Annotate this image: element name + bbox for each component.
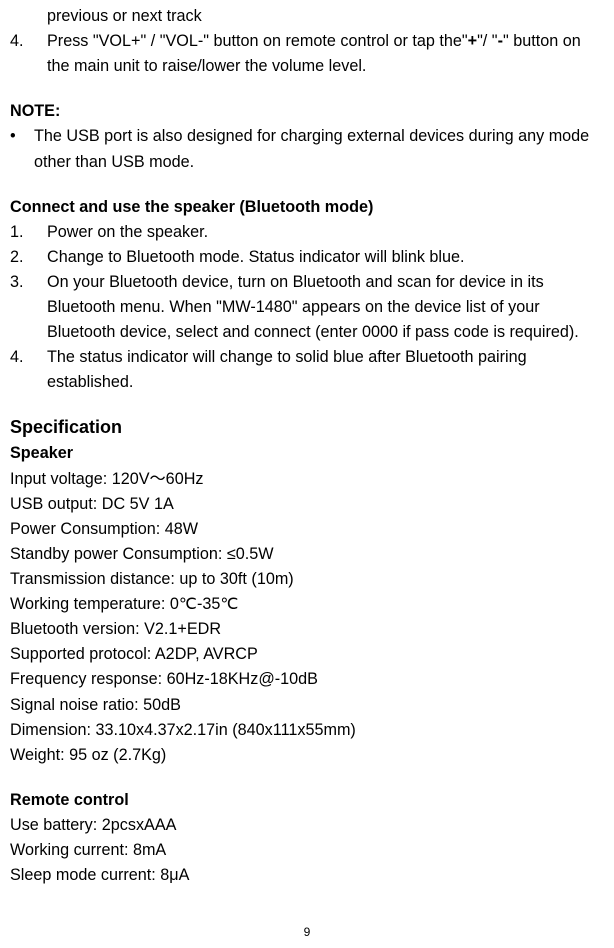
note-body: The USB port is also designed for chargi… (34, 124, 604, 174)
numbered-step: 2. Change to Bluetooth mode. Status indi… (10, 245, 604, 270)
step-text-b: "/ " (477, 32, 498, 50)
step-body: Change to Bluetooth mode. Status indicat… (47, 245, 604, 270)
step-number: 4. (10, 345, 47, 395)
spec-line: Use battery: 2pcsxAAA (10, 813, 604, 838)
step-body: On your Bluetooth device, turn on Blueto… (47, 270, 604, 345)
spec-line: Transmission distance: up to 30ft (10m) (10, 567, 604, 592)
numbered-step: 1. Power on the speaker. (10, 220, 604, 245)
step-body: Press "VOL+" / "VOL-" button on remote c… (47, 29, 604, 79)
bold-plus: + (468, 32, 477, 50)
spec-line: Dimension: 33.10x4.37x2.17in (840x111x55… (10, 718, 604, 743)
step-text-a: Press "VOL+" / "VOL-" button on remote c… (47, 32, 468, 50)
note-heading: NOTE: (10, 99, 604, 124)
spec-line: Signal noise ratio: 50dB (10, 693, 604, 718)
spec-line: Supported protocol: A2DP, AVRCP (10, 642, 604, 667)
spec-line: Weight: 95 oz (2.7Kg) (10, 743, 604, 768)
spec-line: Power Consumption: 48W (10, 517, 604, 542)
page-number: 9 (0, 923, 614, 942)
step-body: Power on the speaker. (47, 220, 604, 245)
bullet-icon: • (10, 124, 34, 174)
specification-heading: Specification (10, 414, 604, 442)
numbered-step: 3. On your Bluetooth device, turn on Blu… (10, 270, 604, 345)
spec-line: Working temperature: 0℃-35℃ (10, 592, 604, 617)
step-number: 1. (10, 220, 47, 245)
spec-line: Bluetooth version: V2.1+EDR (10, 617, 604, 642)
spec-line: Input voltage: 120V～60Hz (10, 467, 604, 492)
speaker-subheading: Speaker (10, 441, 604, 466)
step-body: The status indicator will change to soli… (47, 345, 604, 395)
spec-line: Sleep mode current: 8μA (10, 863, 604, 888)
note-bullet-row: • The USB port is also designed for char… (10, 124, 604, 174)
step-number: 2. (10, 245, 47, 270)
continuation-line: previous or next track (10, 4, 604, 29)
numbered-step: 4. The status indicator will change to s… (10, 345, 604, 395)
spec-line: USB output: DC 5V 1A (10, 492, 604, 517)
step-number: 3. (10, 270, 47, 345)
manual-page: previous or next track 4. Press "VOL+" /… (0, 0, 614, 948)
spec-line: Standby power Consumption: ≤0.5W (10, 542, 604, 567)
remote-subheading: Remote control (10, 788, 604, 813)
numbered-step: 4. Press "VOL+" / "VOL-" button on remot… (10, 29, 604, 79)
spec-line: Working current: 8mA (10, 838, 604, 863)
spec-line: Frequency response: 60Hz-18KHz@-10dB (10, 667, 604, 692)
bluetooth-heading: Connect and use the speaker (Bluetooth m… (10, 195, 604, 220)
step-number: 4. (10, 29, 47, 79)
